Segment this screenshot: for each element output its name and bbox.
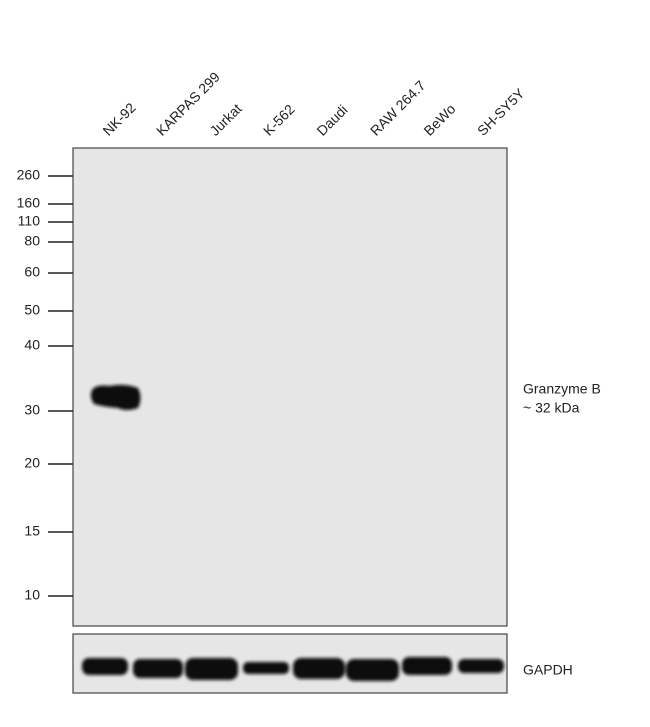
marker-label: 60 [24,264,40,280]
lane-label: BeWo [420,100,458,138]
marker-label: 10 [24,587,40,603]
marker-label: 160 [17,195,41,211]
gapdh-band [185,658,238,680]
lane-label: RAW 264.7 [367,77,429,139]
lane-label: NK-92 [99,99,139,139]
target-size: ~ 32 kDa [523,400,580,416]
marker-label: 80 [24,233,40,249]
marker-label: 260 [17,167,41,183]
marker-label: 50 [24,302,40,318]
marker-label: 20 [24,455,40,471]
main-blot [72,147,508,627]
granzyme-band [90,384,141,410]
marker-label: 15 [24,523,40,539]
lane-label: SH-SY5Y [474,85,528,139]
gapdh-band [346,659,399,681]
gapdh-band [82,658,128,675]
lane-label: K-562 [260,101,298,139]
gapdh-band [293,658,345,679]
gapdh-band [243,662,289,674]
marker-label: 110 [18,213,41,229]
gapdh-band [133,659,183,678]
bands [82,384,504,681]
lane-label: Daudi [313,102,350,139]
target-label: Granzyme B [523,381,601,397]
marker-ladder: 260 160 110 80 60 50 40 30 20 15 10 [17,167,73,603]
loading-control-label: GAPDH [523,662,573,678]
lane-label: Jurkat [206,100,244,138]
gapdh-band [402,657,452,675]
marker-label: 40 [24,337,40,353]
marker-label: 30 [24,402,40,418]
gapdh-band [458,659,504,673]
